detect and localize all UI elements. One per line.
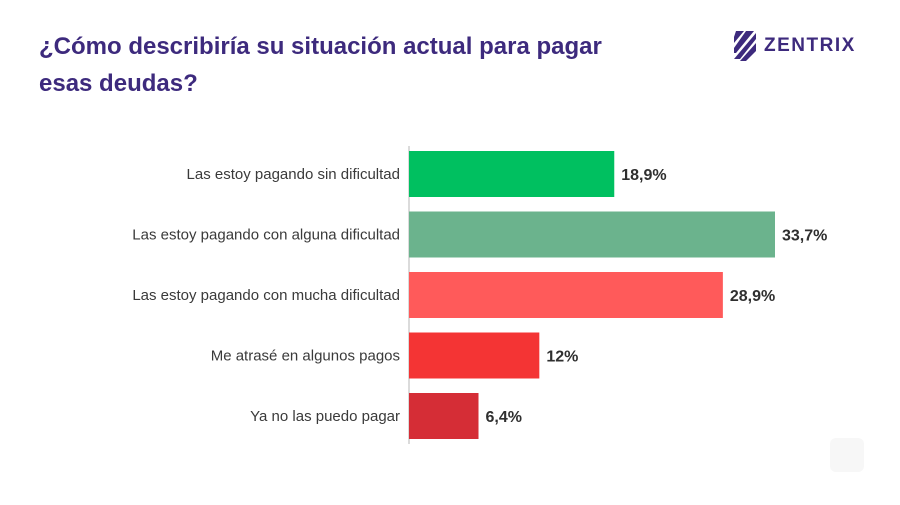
zentrix-logo-icon — [734, 31, 756, 61]
bar-4 — [409, 332, 540, 379]
category-label-5: Ya no las puedo pagar — [250, 408, 400, 425]
brand-logo: ZENTRIX — [732, 28, 856, 64]
value-label-5: 6,4% — [486, 409, 522, 426]
bar-5 — [409, 393, 479, 439]
bar-3 — [409, 272, 723, 318]
chart-title: ¿Cómo describiría su situación actual pa… — [39, 33, 602, 97]
value-label-2: 33,7% — [782, 228, 827, 245]
value-label-1: 18,9% — [621, 167, 666, 184]
category-label-1: Las estoy pagando sin dificultad — [187, 166, 400, 183]
category-label-4: Me atrasé en algunos pagos — [211, 348, 400, 365]
value-label-3: 28,9% — [730, 288, 775, 305]
corner-watermark — [830, 438, 864, 472]
value-label-4: 12% — [546, 349, 578, 366]
brand-name: ZENTRIX — [764, 35, 856, 56]
category-label-2: Las estoy pagando con alguna dificultad — [132, 227, 400, 244]
bar-group: Las estoy pagando sin dificultad 18,9% Las… — [132, 151, 827, 439]
bar-2 — [409, 211, 775, 258]
bar-1 — [409, 151, 615, 197]
category-label-3: Las estoy pagando con mucha dificultad — [132, 287, 400, 304]
